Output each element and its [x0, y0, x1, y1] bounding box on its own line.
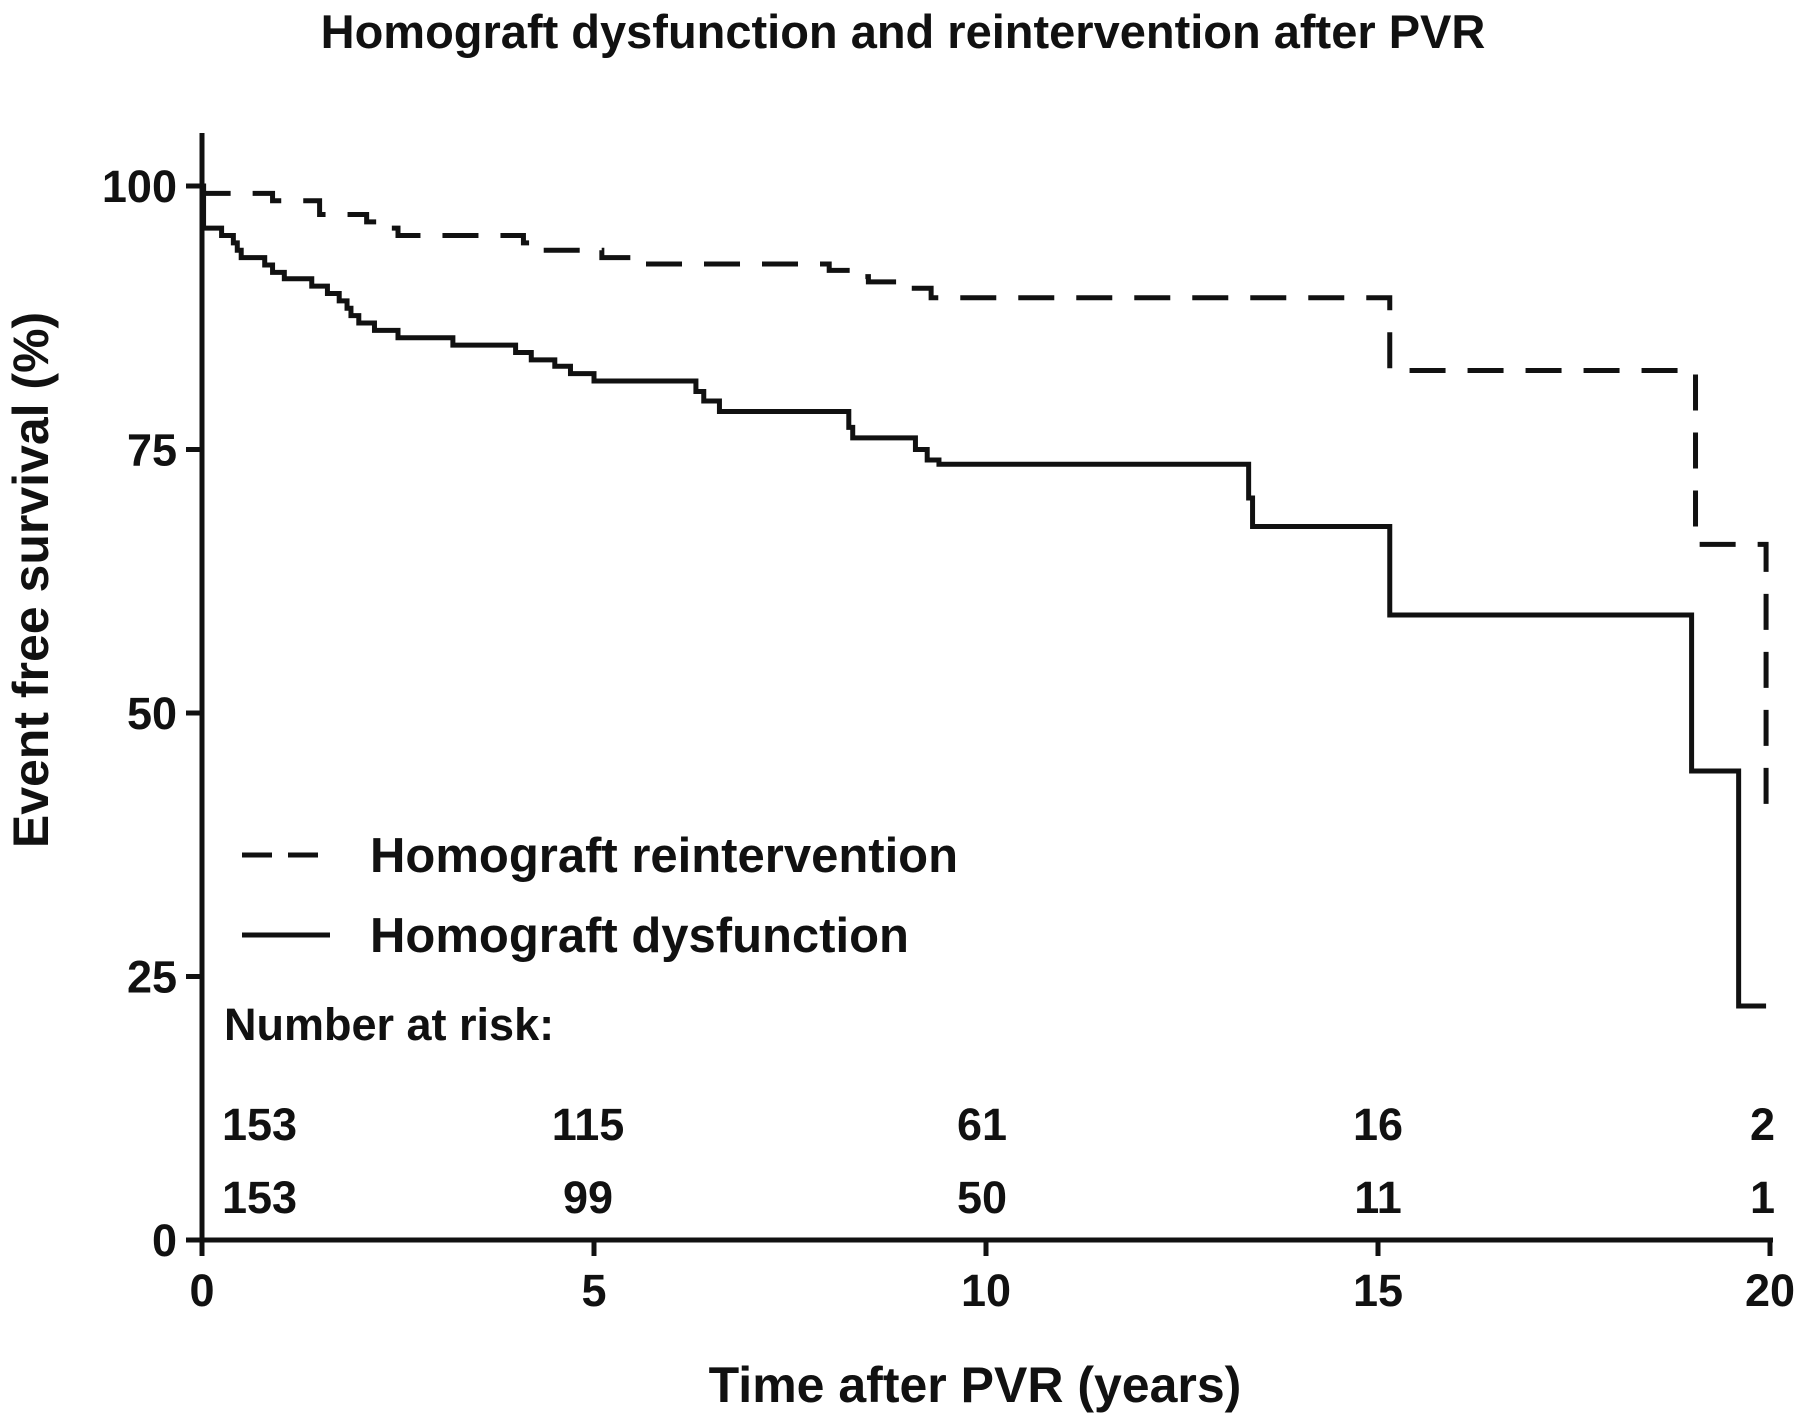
axes: 0 25 50 75 100 0 5 10 15 20 — [102, 133, 1795, 1316]
series-line-reintervention — [201, 183, 1769, 808]
series-line-dysfunction — [201, 183, 1767, 1009]
risk-table-heading: Number at risk: — [224, 999, 554, 1050]
x-axis-label: Time after PVR (years) — [709, 1357, 1242, 1413]
x-tick-label: 10 — [961, 1265, 1011, 1316]
risk-table-cell: 2 — [1750, 1099, 1775, 1150]
legend: Homograft reintervention Homograft dysfun… — [242, 829, 958, 963]
risk-table-cell: 153 — [222, 1099, 297, 1150]
y-tick-label: 75 — [127, 425, 177, 476]
risk-table-cell: 99 — [563, 1172, 613, 1223]
x-tick-label: 0 — [189, 1265, 214, 1316]
risk-table-cell: 16 — [1353, 1099, 1403, 1150]
risk-table-cell: 11 — [1354, 1172, 1402, 1223]
risk-table-cell: 115 — [552, 1099, 625, 1150]
chart-title: Homograft dysfunction and reintervention… — [321, 5, 1486, 58]
risk-table-cell: 61 — [957, 1099, 1007, 1150]
x-tick-label: 20 — [1745, 1265, 1795, 1316]
x-tick-label: 15 — [1353, 1265, 1403, 1316]
y-tick-label: 50 — [127, 688, 177, 739]
y-tick-label: 100 — [102, 161, 177, 212]
y-tick-label: 25 — [127, 952, 177, 1003]
risk-table-cell: 50 — [957, 1172, 1007, 1223]
y-tick-label: 0 — [152, 1215, 177, 1266]
legend-label: Homograft reintervention — [370, 829, 958, 883]
survival-curves — [201, 183, 1769, 1009]
legend-label: Homograft dysfunction — [370, 909, 909, 963]
x-tick-label: 5 — [581, 1265, 606, 1316]
risk-table-cell: 1 — [1750, 1172, 1775, 1223]
y-axis-label: Event free survival (%) — [3, 312, 59, 848]
risk-table-cell: 153 — [222, 1172, 297, 1223]
